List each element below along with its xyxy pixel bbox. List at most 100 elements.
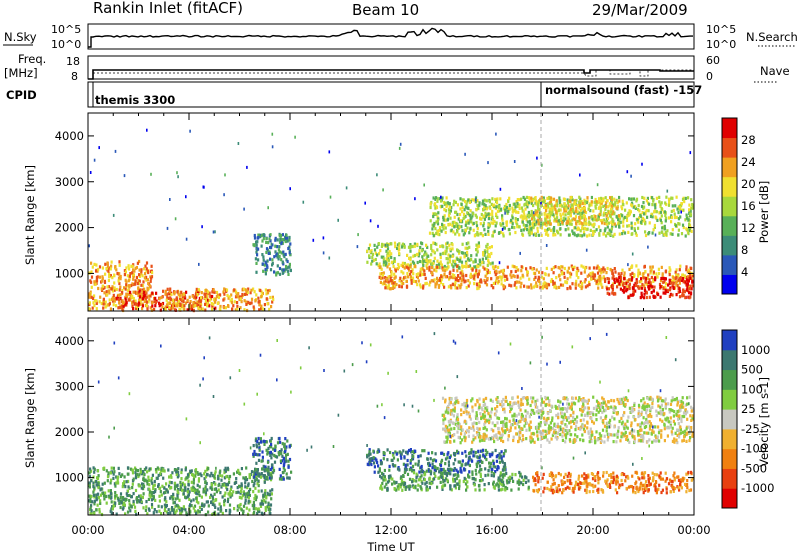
scatter-cell [577, 226, 580, 230]
scatter-cell [482, 453, 485, 457]
scatter-cell [551, 279, 554, 284]
scatter-cell [634, 283, 637, 288]
scatter-cell [152, 497, 155, 501]
scatter-cell [138, 259, 141, 264]
scatter-cell [600, 200, 603, 204]
scatter-cell [442, 467, 445, 471]
scatter-cell [426, 259, 429, 263]
scatter-cell [459, 286, 462, 290]
scatter-cell [649, 271, 652, 275]
scatter-cell [423, 269, 426, 273]
scatter-cell [438, 226, 442, 230]
scatter-cell [683, 200, 686, 204]
scatter-cell [660, 221, 663, 225]
scatter-cell [495, 205, 498, 209]
scatter-cell [167, 292, 170, 296]
scatter-cell [274, 454, 277, 459]
scatter-cell [146, 307, 149, 311]
scatter-cell [605, 205, 608, 209]
scatter-cell [486, 246, 489, 251]
scatter-cell [92, 493, 95, 497]
scatter-cell [649, 284, 652, 288]
scatter-cell [576, 210, 579, 214]
scatter-cell [552, 271, 555, 275]
scatter-cell [125, 492, 128, 496]
scatter-cell [584, 278, 587, 282]
scatter-cell [180, 477, 183, 481]
scatter-cell [386, 247, 390, 251]
scatter-cell [146, 128, 148, 132]
scatter-cell [445, 257, 448, 261]
scatter-cell [685, 288, 688, 292]
scatter-cell [424, 282, 427, 286]
scatter-cell [237, 490, 240, 494]
scatter-cell [465, 286, 468, 290]
scatter-cell [269, 268, 273, 272]
scatter-cell [210, 307, 214, 311]
scatter-cell [243, 299, 246, 303]
scatter-cell [387, 280, 390, 284]
scatter-cell [485, 283, 489, 287]
scatter-cell [119, 505, 122, 510]
scatter-cell [199, 472, 202, 476]
scatter-cell [345, 186, 348, 190]
scatter-cell [265, 292, 268, 296]
scatter-cell [468, 451, 471, 455]
scatter-cell [484, 448, 487, 453]
scatter-cell [247, 501, 250, 505]
scatter-cell [483, 250, 486, 255]
scatter-cell [256, 473, 259, 477]
scatter-cell [98, 146, 100, 150]
scatter-cell [195, 499, 198, 504]
scatter-cell [660, 276, 663, 281]
scatter-cell [594, 197, 597, 202]
scatter-cell [391, 458, 394, 463]
scatter-cell [207, 298, 210, 303]
scatter-cell [423, 272, 426, 277]
scatter-cell [197, 305, 200, 309]
scatter-cell [88, 307, 91, 311]
scatter-cell [379, 474, 382, 478]
scatter-cell [117, 466, 120, 470]
scatter-cell [213, 298, 216, 302]
scatter-cell [203, 292, 206, 296]
scatter-cell [214, 505, 217, 509]
scatter-cell [208, 298, 211, 302]
scatter-cell [607, 205, 610, 209]
scatter-cell [631, 252, 634, 256]
scatter-cell [391, 286, 395, 290]
scatter-cell [555, 199, 558, 203]
scatter-cell [95, 307, 98, 311]
scatter-cell [113, 281, 116, 285]
scatter-cell [171, 302, 174, 306]
scatter-cell [525, 195, 528, 199]
scatter-cell [88, 295, 91, 299]
scatter-cell [184, 488, 187, 492]
scatter-cell [504, 488, 507, 492]
scatter-cell [262, 495, 265, 499]
scatter-cell [517, 210, 520, 214]
scatter-cell [128, 499, 131, 503]
scatter-cell [535, 222, 538, 226]
scatter-cell [127, 485, 130, 489]
scatter-cell [491, 261, 494, 265]
scatter-cell [483, 198, 486, 202]
scatter-cell [478, 284, 481, 288]
scatter-cell [451, 282, 454, 286]
scatter-cell [605, 219, 608, 224]
scatter-cell [369, 452, 372, 456]
scatter-cell [273, 448, 276, 452]
scatter-cell [149, 495, 152, 499]
scatter-cell [232, 472, 235, 476]
scatter-cell [498, 209, 501, 213]
scatter-cell [490, 473, 493, 478]
scatter-cell [211, 474, 214, 478]
scatter-cell [462, 274, 465, 278]
scatter-cell [500, 269, 503, 273]
scatter-cell [541, 275, 544, 279]
scatter-cell [511, 472, 514, 476]
scatter-cell [163, 469, 166, 473]
scatter-cell [516, 280, 519, 284]
scatter-cell [686, 270, 689, 274]
scatter-cell [373, 461, 376, 465]
